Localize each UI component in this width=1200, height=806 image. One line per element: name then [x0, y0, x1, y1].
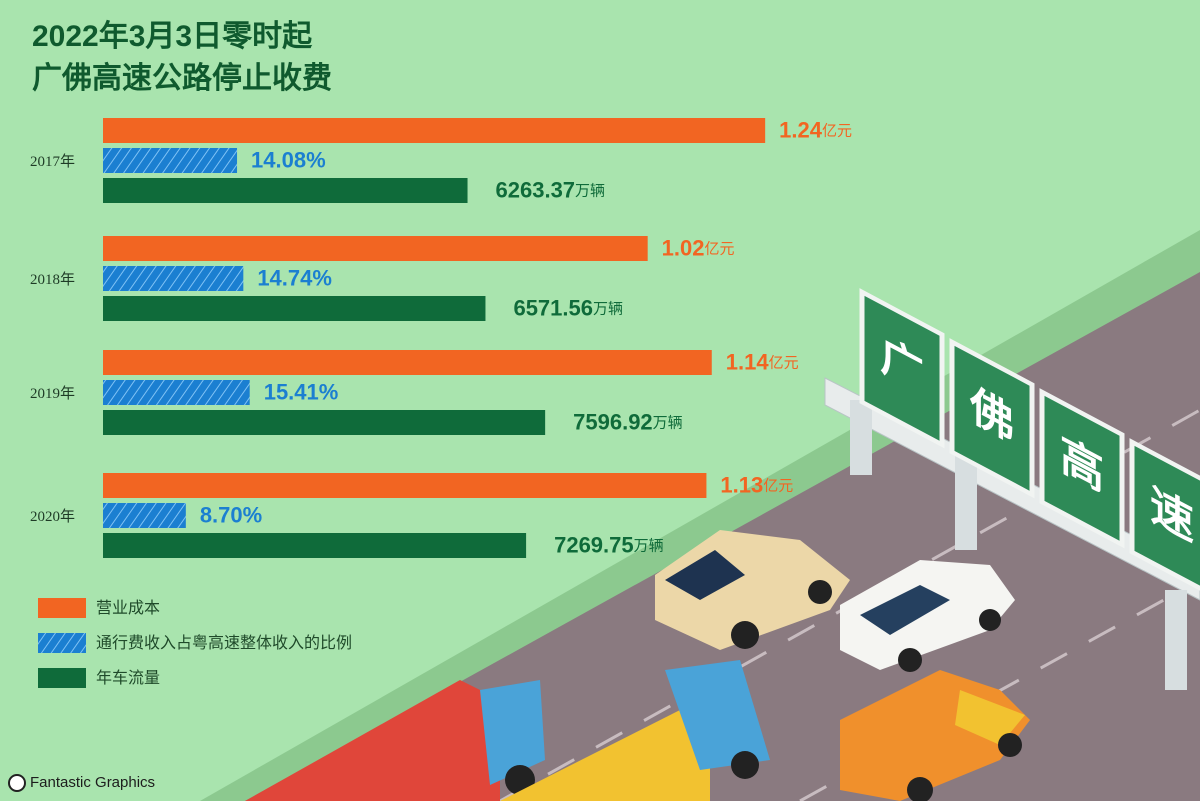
title-line-1: 2022年3月3日零时起: [32, 20, 313, 53]
value-unit: 亿元: [763, 477, 793, 494]
value-label: 15.41%: [264, 379, 339, 404]
value-number: 15.41: [264, 379, 319, 404]
value-label: 1.02亿元: [662, 235, 735, 260]
legend-label: 通行费收入占粤高速整体收入的比例: [96, 633, 352, 652]
value-unit: %: [319, 379, 339, 404]
category-label: 2018年: [30, 271, 75, 288]
gantry-post: [1165, 590, 1187, 690]
sign-panel: [1129, 438, 1200, 599]
bar: [103, 266, 244, 291]
gantry-post: [955, 455, 977, 550]
credit-logo: [8, 774, 26, 792]
value-label: 1.13亿元: [720, 472, 793, 497]
value-unit: 亿元: [769, 354, 799, 371]
sign-board: 佛: [949, 338, 1035, 499]
sign-panel: [1039, 388, 1125, 549]
value-label: 14.08%: [251, 147, 326, 172]
value-unit: 亿元: [822, 122, 852, 139]
value-number: 1.24: [779, 117, 823, 142]
legend-label: 营业成本: [96, 599, 160, 617]
value-number: 1.13: [720, 472, 763, 497]
bar: [103, 236, 648, 261]
bar: [103, 473, 707, 498]
gantry-post: [850, 400, 872, 475]
sign-board: 高: [1039, 388, 1125, 549]
title-line-2: 广佛高速公路停止收费: [32, 62, 332, 95]
sign-panel: [949, 338, 1035, 499]
value-number: 6263.37: [496, 177, 576, 202]
value-unit: %: [312, 265, 332, 290]
credit-text: Fantastic Graphics: [30, 774, 155, 791]
value-unit: 万辆: [593, 300, 623, 317]
van: [840, 670, 1030, 803]
value-label: 6263.37万辆: [496, 177, 606, 202]
car: [840, 560, 1015, 672]
legend-label: 年车流量: [96, 669, 160, 687]
bar: [103, 380, 250, 405]
credit: Fantastic Graphics: [8, 774, 155, 792]
value-label: 6571.56万辆: [513, 295, 623, 320]
value-label: 7269.75万辆: [554, 532, 664, 557]
value-number: 7596.92: [573, 409, 653, 434]
value-number: 1.14: [726, 349, 770, 374]
value-unit: %: [243, 502, 263, 527]
bar: [103, 350, 712, 375]
value-number: 14.08: [251, 147, 306, 172]
legend-swatch: [38, 633, 86, 653]
car: [655, 530, 850, 650]
value-number: 1.02: [662, 235, 705, 260]
value-number: 6571.56: [513, 295, 593, 320]
bar: [103, 178, 468, 203]
value-unit: %: [306, 147, 326, 172]
truck: [245, 680, 545, 801]
value-number: 14.74: [257, 265, 313, 290]
value-unit: 亿元: [705, 240, 735, 257]
value-unit: 万辆: [575, 182, 605, 199]
sign-board: 速: [1129, 438, 1200, 599]
value-label: 8.70%: [200, 502, 262, 527]
illustration: 广佛高速: [200, 230, 1200, 803]
category-label: 2017年: [30, 153, 75, 170]
value-number: 7269.75: [554, 532, 634, 557]
sign-board: 广: [859, 288, 945, 449]
bar: [103, 533, 527, 558]
value-label: 1.24亿元: [779, 117, 852, 142]
bar: [103, 148, 238, 173]
value-label: 1.14亿元: [726, 349, 799, 374]
bar: [103, 296, 486, 321]
bar: [103, 118, 766, 143]
value-unit: 万辆: [634, 537, 664, 554]
legend-swatch: [38, 668, 86, 688]
bar: [103, 503, 186, 528]
sign-panel: [859, 288, 945, 449]
legend-swatch: [38, 598, 86, 618]
bar: [103, 410, 546, 435]
value-number: 8.70: [200, 502, 243, 527]
value-label: 7596.92万辆: [573, 409, 683, 434]
category-label: 2020年: [30, 508, 75, 525]
category-label: 2019年: [30, 385, 75, 402]
truck: [500, 660, 770, 801]
value-unit: 万辆: [653, 414, 683, 431]
value-label: 14.74%: [257, 265, 332, 290]
